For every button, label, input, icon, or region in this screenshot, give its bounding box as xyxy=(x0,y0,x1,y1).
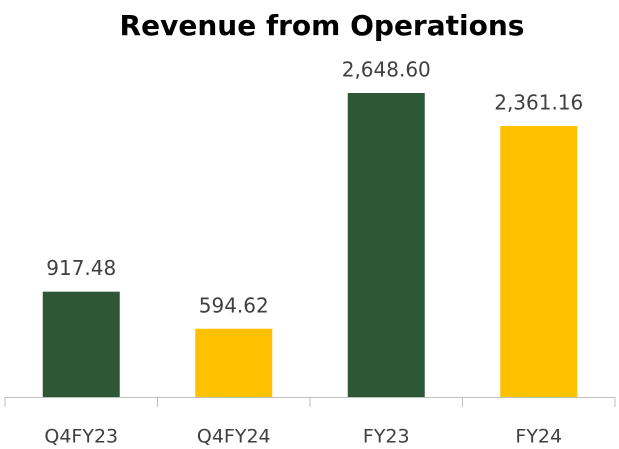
bar xyxy=(195,328,273,397)
value-label: 2,361.16 xyxy=(494,90,583,114)
value-label: 917.48 xyxy=(46,256,116,280)
bar xyxy=(500,125,578,398)
value-label: 2,648.60 xyxy=(342,58,431,82)
value-label: 594.62 xyxy=(199,293,269,317)
x-tick-label: Q4FY24 xyxy=(197,426,271,448)
bar xyxy=(347,93,425,397)
chart-title: Revenue from Operations xyxy=(120,9,525,42)
x-tick-label: FY23 xyxy=(363,426,410,448)
bar xyxy=(42,291,120,397)
x-tick-label: Q4FY23 xyxy=(44,426,118,448)
x-tick-label: FY24 xyxy=(515,426,562,448)
